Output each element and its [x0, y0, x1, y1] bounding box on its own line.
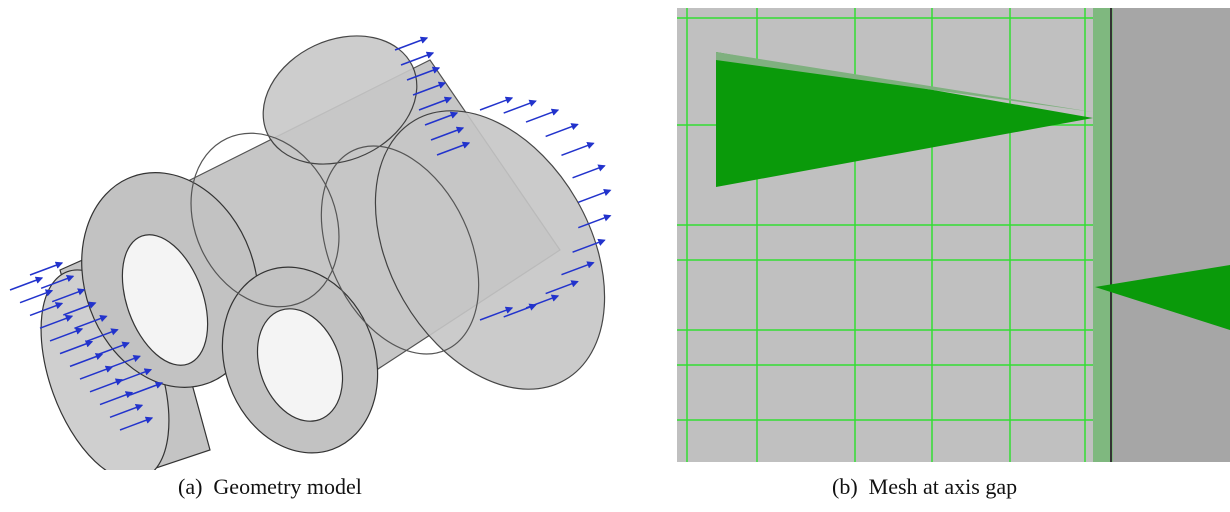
load-arrow — [546, 124, 578, 136]
caption-label: (a) — [178, 474, 202, 499]
load-arrow — [395, 38, 427, 50]
load-arrow — [561, 143, 593, 155]
caption-text: Mesh at axis gap — [869, 474, 1017, 499]
caption-text: Geometry model — [213, 474, 361, 499]
caption-a: (a) Geometry model — [178, 474, 362, 500]
casing-region — [1113, 8, 1230, 462]
load-arrow — [30, 263, 62, 275]
load-arrow — [526, 110, 558, 122]
caption-label: (b) — [832, 474, 858, 499]
caption-b: (b) Mesh at axis gap — [832, 474, 1017, 500]
load-arrow — [480, 98, 512, 110]
figure: (a) Geometry model (b) Mesh at axis gap — [0, 0, 1230, 512]
figure-images — [0, 0, 1230, 470]
load-arrow — [573, 166, 605, 178]
mesh-image — [677, 8, 1230, 462]
load-arrow — [578, 190, 610, 202]
geometry-model-image — [16, 12, 652, 470]
load-arrow — [10, 278, 42, 290]
load-arrow — [504, 101, 536, 113]
